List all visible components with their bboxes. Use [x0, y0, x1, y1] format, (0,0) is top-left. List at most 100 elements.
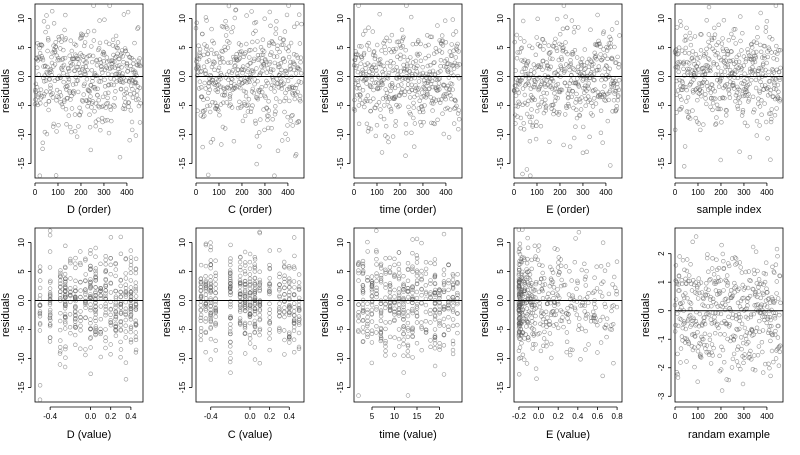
- data-point: [401, 370, 406, 375]
- data-point: [91, 28, 97, 34]
- data-point: [215, 68, 221, 73]
- data-point: [753, 55, 758, 61]
- y-tick-label: -5: [496, 101, 505, 109]
- data-point: [445, 67, 451, 72]
- data-point: [68, 286, 73, 291]
- data-point: [223, 126, 228, 131]
- data-point: [561, 45, 566, 50]
- data-point: [287, 86, 292, 92]
- data-point: [417, 51, 422, 57]
- data-point: [214, 104, 220, 109]
- data-point: [364, 81, 369, 86]
- data-point: [231, 54, 236, 60]
- data-point: [607, 34, 612, 40]
- data-point: [518, 36, 523, 41]
- data-point: [93, 123, 98, 129]
- data-point: [680, 300, 685, 305]
- data-point: [594, 286, 600, 291]
- data-point: [543, 97, 548, 103]
- data-point: [98, 288, 103, 294]
- data-point: [296, 280, 302, 285]
- data-point: [565, 101, 571, 107]
- data-point: [572, 47, 578, 53]
- data-point: [419, 273, 424, 278]
- data-point: [764, 286, 769, 291]
- data-point: [596, 38, 601, 44]
- x-tick-label: 10: [390, 412, 399, 421]
- data-point: [548, 300, 553, 306]
- data-point: [257, 280, 263, 285]
- data-point: [561, 324, 566, 330]
- data-point: [517, 312, 522, 318]
- y-axis-title: residuals: [479, 68, 491, 113]
- data-point: [530, 310, 535, 316]
- data-point: [565, 25, 570, 31]
- data-point: [44, 13, 49, 18]
- data-point: [399, 27, 405, 32]
- y-axis-title: residuals: [0, 68, 12, 113]
- y-tick-label: 10: [178, 14, 187, 23]
- data-point: [198, 337, 204, 343]
- data-point: [759, 302, 764, 307]
- data-point: [211, 59, 216, 64]
- data-point: [762, 83, 768, 88]
- data-point: [242, 301, 248, 306]
- data-point: [708, 277, 713, 282]
- data-point: [766, 328, 772, 333]
- data-point: [252, 269, 258, 274]
- data-point: [573, 100, 578, 105]
- data-point: [516, 356, 522, 361]
- data-point: [437, 309, 442, 315]
- data-point: [227, 286, 233, 292]
- data-point: [118, 234, 124, 240]
- data-point: [547, 51, 552, 56]
- data-point: [96, 117, 101, 122]
- data-point: [204, 44, 210, 49]
- data-point: [212, 51, 217, 57]
- data-point: [104, 59, 110, 65]
- data-point: [555, 81, 561, 87]
- data-point: [723, 320, 729, 326]
- data-point: [356, 310, 361, 315]
- data-point: [77, 260, 83, 266]
- data-point: [87, 89, 92, 94]
- data-point: [261, 63, 266, 69]
- data-point: [513, 93, 519, 98]
- data-point: [403, 121, 409, 127]
- data-point: [527, 324, 533, 329]
- data-point: [419, 123, 424, 128]
- data-point: [743, 56, 749, 62]
- data-point: [762, 43, 767, 49]
- data-point: [288, 118, 293, 123]
- data-point: [252, 324, 258, 330]
- data-point: [296, 344, 302, 350]
- data-point: [742, 285, 748, 290]
- data-point: [199, 68, 204, 74]
- data-point: [250, 86, 256, 92]
- data-point: [122, 46, 128, 51]
- data-point: [718, 106, 723, 112]
- data-point: [103, 268, 109, 273]
- data-point: [365, 310, 370, 315]
- data-point: [114, 79, 119, 84]
- data-point: [291, 309, 297, 314]
- data-point: [547, 56, 553, 61]
- data-point: [585, 83, 590, 89]
- data-point: [257, 361, 262, 366]
- data-point: [432, 121, 437, 127]
- data-point: [113, 316, 118, 322]
- data-point: [356, 314, 361, 319]
- data-point: [724, 377, 729, 382]
- data-point: [548, 312, 554, 317]
- data-point: [123, 309, 128, 314]
- data-point: [118, 309, 124, 315]
- data-point: [221, 24, 226, 30]
- data-point: [292, 285, 297, 290]
- data-point: [748, 278, 753, 283]
- data-point: [410, 290, 415, 295]
- data-point: [428, 281, 433, 286]
- data-point: [233, 63, 238, 68]
- data-point: [428, 290, 433, 295]
- data-point: [402, 67, 408, 72]
- data-point: [422, 86, 427, 91]
